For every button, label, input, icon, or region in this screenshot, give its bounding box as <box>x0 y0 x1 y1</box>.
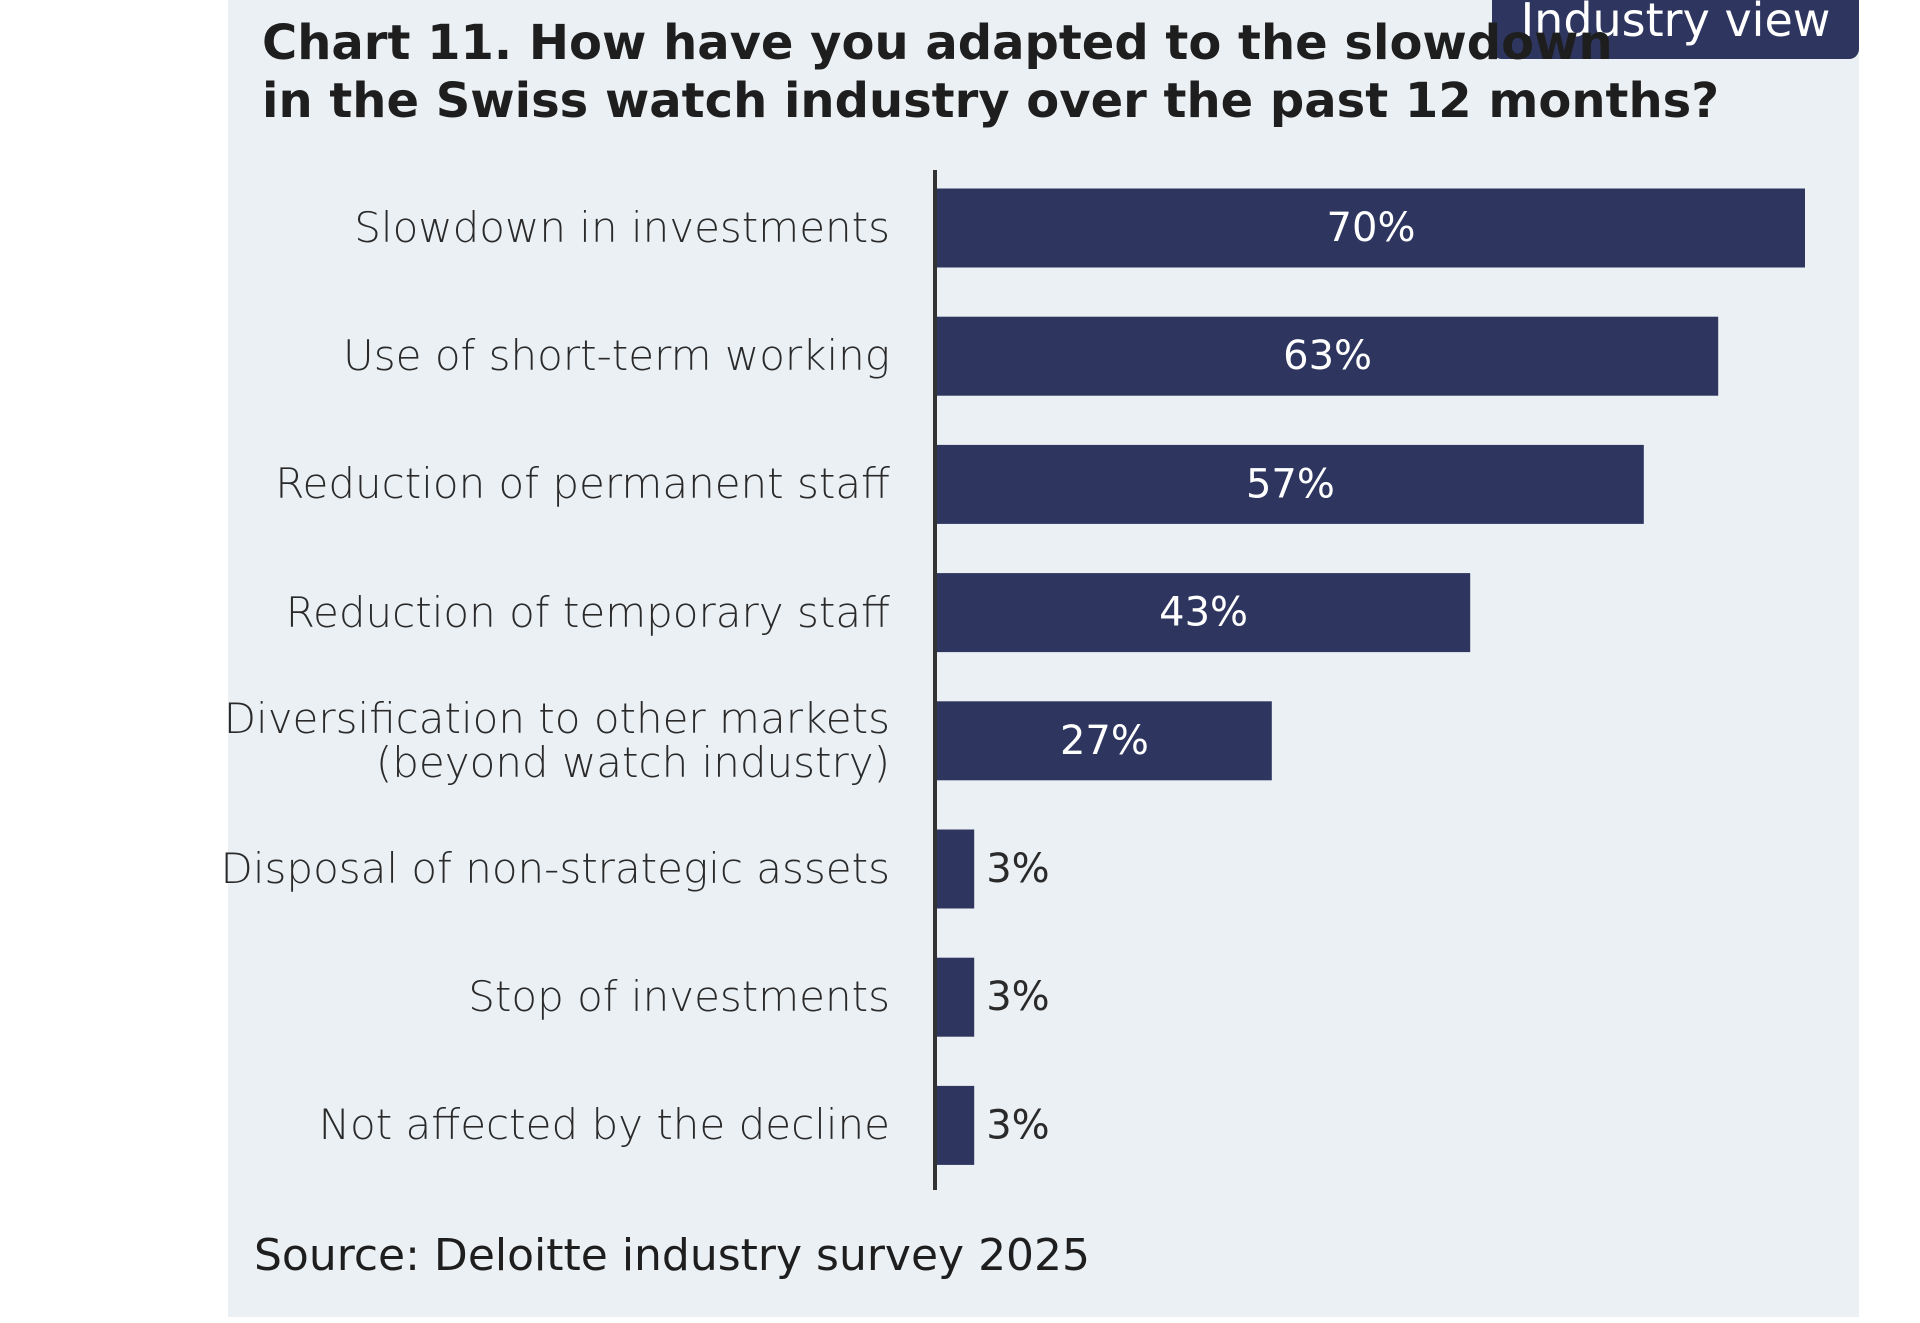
value-label: 3% <box>986 1102 1049 1148</box>
bar <box>937 573 1471 653</box>
category-label: Disposal of non-strategic assets <box>220 844 890 893</box>
category-label: Slowdown in investments <box>354 203 890 252</box>
value-label: 3% <box>986 974 1049 1020</box>
bar <box>937 444 1644 524</box>
bar <box>937 188 1805 268</box>
value-label: 3% <box>986 846 1049 892</box>
value-label: 43% <box>1159 590 1248 636</box>
category-label: Reduction of permanent staff <box>275 459 890 509</box>
value-label: 63% <box>1283 333 1372 379</box>
bar <box>937 829 975 909</box>
bar <box>937 1085 975 1165</box>
bar <box>937 957 975 1037</box>
bar <box>937 701 1272 781</box>
category-label: Use of short-term working <box>343 331 890 381</box>
value-label: 70% <box>1327 205 1416 251</box>
chart-title: Chart 11. How have you adapted to the sl… <box>262 15 1720 129</box>
value-label: 57% <box>1246 461 1335 507</box>
category-label: Stop of investments <box>468 972 890 1022</box>
badge: Industry view <box>1492 0 1859 59</box>
source: Source: Deloitte industry survey 2025 <box>254 1230 1091 1281</box>
category-label: Diversification to other markets (beyond… <box>223 693 890 787</box>
value-label: 27% <box>1060 718 1149 764</box>
bar <box>937 316 1719 396</box>
category-label: Not affected by the decline <box>318 1100 890 1150</box>
category-label: Reduction of temporary staff <box>285 587 890 637</box>
